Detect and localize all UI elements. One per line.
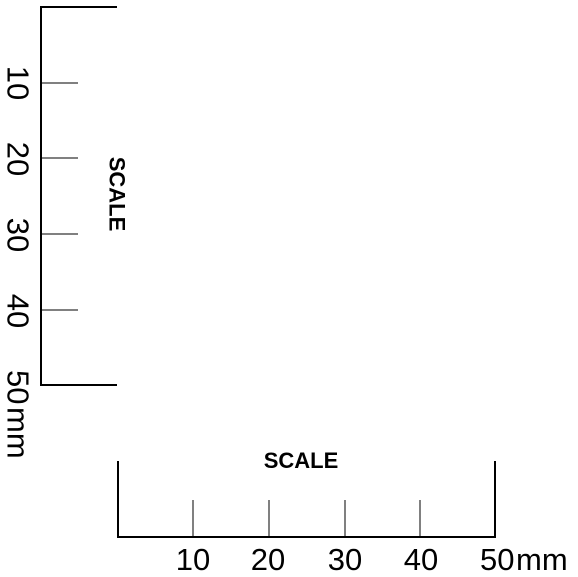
horizontal-scale-label-40: 40 (404, 542, 438, 577)
horizontal-scale-unit: mm (516, 542, 568, 577)
vertical-scale-label-30: 30 (1, 218, 36, 252)
horizontal-scale-label-10: 10 (176, 542, 210, 577)
vertical-scale-bar: 10 20 30 40 50 mm SCALE (1, 6, 130, 459)
horizontal-scale-title: SCALE (264, 448, 339, 473)
vertical-scale-title: SCALE (105, 157, 130, 232)
vertical-scale-label-50: 50 (1, 370, 36, 404)
horizontal-scale-bar: 10 20 30 40 50 mm SCALE (117, 448, 568, 577)
horizontal-scale-label-20: 20 (251, 542, 285, 577)
vertical-scale-label-10: 10 (1, 66, 36, 100)
vertical-scale-label-40: 40 (1, 294, 36, 328)
horizontal-scale-label-50: 50 (480, 542, 514, 577)
vertical-scale-outline (40, 6, 117, 386)
horizontal-scale-outline (117, 461, 496, 538)
horizontal-scale-label-30: 30 (328, 542, 362, 577)
vertical-scale-label-20: 20 (1, 142, 36, 176)
vertical-scale-unit: mm (1, 407, 36, 459)
